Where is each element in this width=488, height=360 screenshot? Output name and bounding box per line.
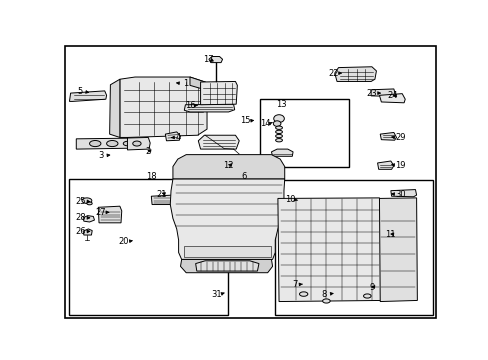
Polygon shape — [184, 104, 234, 112]
Text: 19: 19 — [394, 161, 405, 170]
Text: 15: 15 — [240, 116, 250, 125]
Ellipse shape — [275, 126, 282, 129]
Polygon shape — [334, 67, 376, 81]
Polygon shape — [151, 195, 175, 204]
Bar — [184, 246, 270, 257]
Text: 7: 7 — [292, 280, 297, 289]
Ellipse shape — [87, 202, 92, 205]
Polygon shape — [370, 89, 395, 96]
Text: 13: 13 — [276, 100, 286, 109]
Polygon shape — [379, 94, 405, 103]
Text: 16: 16 — [184, 101, 195, 110]
Text: 21: 21 — [156, 190, 166, 199]
Ellipse shape — [299, 292, 307, 296]
Bar — [68, 179, 227, 315]
Ellipse shape — [275, 130, 282, 134]
Polygon shape — [377, 161, 393, 169]
Polygon shape — [379, 198, 416, 302]
Polygon shape — [180, 260, 272, 273]
Text: 25: 25 — [76, 197, 86, 206]
Text: 30: 30 — [394, 190, 405, 199]
Polygon shape — [200, 81, 237, 105]
Ellipse shape — [275, 139, 282, 142]
Text: 5: 5 — [77, 87, 82, 96]
Text: 10: 10 — [285, 195, 295, 204]
Text: 24: 24 — [386, 91, 397, 100]
Text: 12: 12 — [222, 161, 233, 170]
Text: 23: 23 — [366, 89, 376, 98]
Text: 6: 6 — [241, 172, 246, 181]
Text: 8: 8 — [321, 289, 326, 298]
Polygon shape — [120, 77, 206, 138]
Text: 17: 17 — [203, 55, 213, 64]
Ellipse shape — [123, 141, 131, 146]
Text: 20: 20 — [118, 237, 129, 246]
Polygon shape — [195, 261, 259, 271]
Polygon shape — [109, 79, 120, 138]
Ellipse shape — [273, 115, 284, 122]
Text: 26: 26 — [75, 227, 86, 236]
Polygon shape — [189, 77, 210, 90]
Polygon shape — [69, 91, 106, 102]
Text: 1: 1 — [183, 79, 188, 88]
Polygon shape — [208, 57, 222, 63]
Text: 31: 31 — [211, 289, 222, 298]
Polygon shape — [170, 179, 284, 260]
Text: 4: 4 — [176, 133, 181, 142]
Ellipse shape — [322, 299, 329, 303]
Polygon shape — [173, 155, 284, 179]
Polygon shape — [271, 149, 292, 156]
Polygon shape — [390, 190, 416, 197]
Polygon shape — [98, 206, 122, 223]
Ellipse shape — [89, 140, 101, 147]
Text: 22: 22 — [327, 69, 338, 78]
Polygon shape — [76, 138, 144, 149]
Text: 18: 18 — [146, 172, 156, 181]
Polygon shape — [127, 138, 150, 150]
Ellipse shape — [273, 121, 280, 126]
Polygon shape — [277, 198, 382, 302]
Ellipse shape — [132, 141, 141, 146]
Text: 14: 14 — [259, 119, 270, 128]
Polygon shape — [83, 216, 94, 222]
Bar — [275, 180, 432, 315]
Polygon shape — [198, 135, 239, 149]
Ellipse shape — [275, 134, 282, 138]
Polygon shape — [380, 132, 396, 140]
Text: 29: 29 — [394, 133, 405, 142]
Text: 3: 3 — [98, 151, 103, 160]
Text: 11: 11 — [385, 230, 395, 239]
Polygon shape — [83, 229, 92, 235]
Ellipse shape — [82, 198, 92, 203]
Text: 9: 9 — [368, 283, 374, 292]
Text: 2: 2 — [145, 147, 151, 156]
Text: 27: 27 — [96, 208, 106, 217]
Bar — [260, 99, 348, 167]
Text: 28: 28 — [75, 213, 86, 222]
Polygon shape — [165, 132, 180, 141]
Polygon shape — [228, 159, 246, 167]
Ellipse shape — [106, 140, 118, 147]
Ellipse shape — [363, 294, 370, 298]
